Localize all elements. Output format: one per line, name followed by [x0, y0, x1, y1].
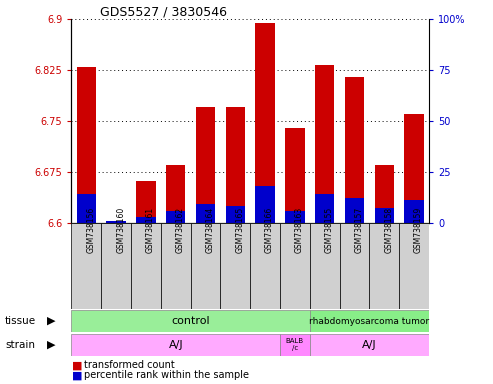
Bar [71, 334, 280, 356]
Bar [77, 194, 96, 223]
Text: GSM738159: GSM738159 [414, 207, 423, 253]
Bar [280, 334, 310, 356]
Bar [285, 128, 305, 223]
Bar [310, 334, 429, 356]
Bar [310, 310, 429, 332]
Bar [71, 223, 101, 309]
Bar [399, 223, 429, 309]
Text: GSM738157: GSM738157 [354, 207, 363, 253]
Text: ■: ■ [71, 360, 82, 370]
Bar [77, 67, 96, 223]
Text: percentile rank within the sample: percentile rank within the sample [84, 370, 249, 380]
Text: BALB
/c: BALB /c [286, 338, 304, 351]
Text: tissue: tissue [5, 316, 36, 326]
Text: GDS5527 / 3830546: GDS5527 / 3830546 [100, 5, 227, 18]
Bar [226, 108, 245, 223]
Bar [375, 209, 394, 223]
Text: GSM738160: GSM738160 [116, 207, 125, 253]
Bar [285, 210, 305, 223]
Bar [71, 310, 310, 332]
Bar [345, 77, 364, 223]
Text: GSM738156: GSM738156 [86, 207, 95, 253]
Text: GSM738162: GSM738162 [176, 207, 185, 253]
Bar [191, 223, 220, 309]
Bar [106, 221, 126, 223]
Bar [131, 223, 161, 309]
Text: rhabdomyosarcoma tumor: rhabdomyosarcoma tumor [309, 316, 429, 326]
Text: GSM738164: GSM738164 [206, 207, 214, 253]
Bar [255, 186, 275, 223]
Bar [404, 200, 423, 223]
Bar [136, 180, 156, 223]
Bar [161, 223, 191, 309]
Text: GSM738165: GSM738165 [235, 207, 245, 253]
Bar [345, 198, 364, 223]
Text: transformed count: transformed count [84, 360, 175, 370]
Text: GSM738155: GSM738155 [325, 207, 334, 253]
Bar [196, 108, 215, 223]
Text: strain: strain [5, 340, 35, 350]
Text: GSM738166: GSM738166 [265, 207, 274, 253]
Text: GSM738161: GSM738161 [146, 207, 155, 253]
Bar [106, 221, 126, 223]
Text: A/J: A/J [362, 340, 377, 350]
Text: ■: ■ [71, 370, 82, 380]
Text: GSM738158: GSM738158 [384, 207, 393, 253]
Text: ▶: ▶ [47, 340, 55, 350]
Bar [220, 223, 250, 309]
Bar [315, 65, 334, 223]
Bar [166, 165, 185, 223]
Text: ▶: ▶ [47, 316, 55, 326]
Bar [369, 223, 399, 309]
Bar [166, 210, 185, 223]
Text: GSM738163: GSM738163 [295, 207, 304, 253]
Bar [340, 223, 369, 309]
Bar [226, 207, 245, 223]
Bar [255, 23, 275, 223]
Bar [280, 223, 310, 309]
Bar [196, 204, 215, 223]
Bar [404, 114, 423, 223]
Bar [101, 223, 131, 309]
Bar [315, 194, 334, 223]
Text: A/J: A/J [169, 340, 183, 350]
Bar [310, 223, 340, 309]
Bar [375, 165, 394, 223]
Bar [136, 217, 156, 223]
Bar [250, 223, 280, 309]
Text: control: control [171, 316, 210, 326]
